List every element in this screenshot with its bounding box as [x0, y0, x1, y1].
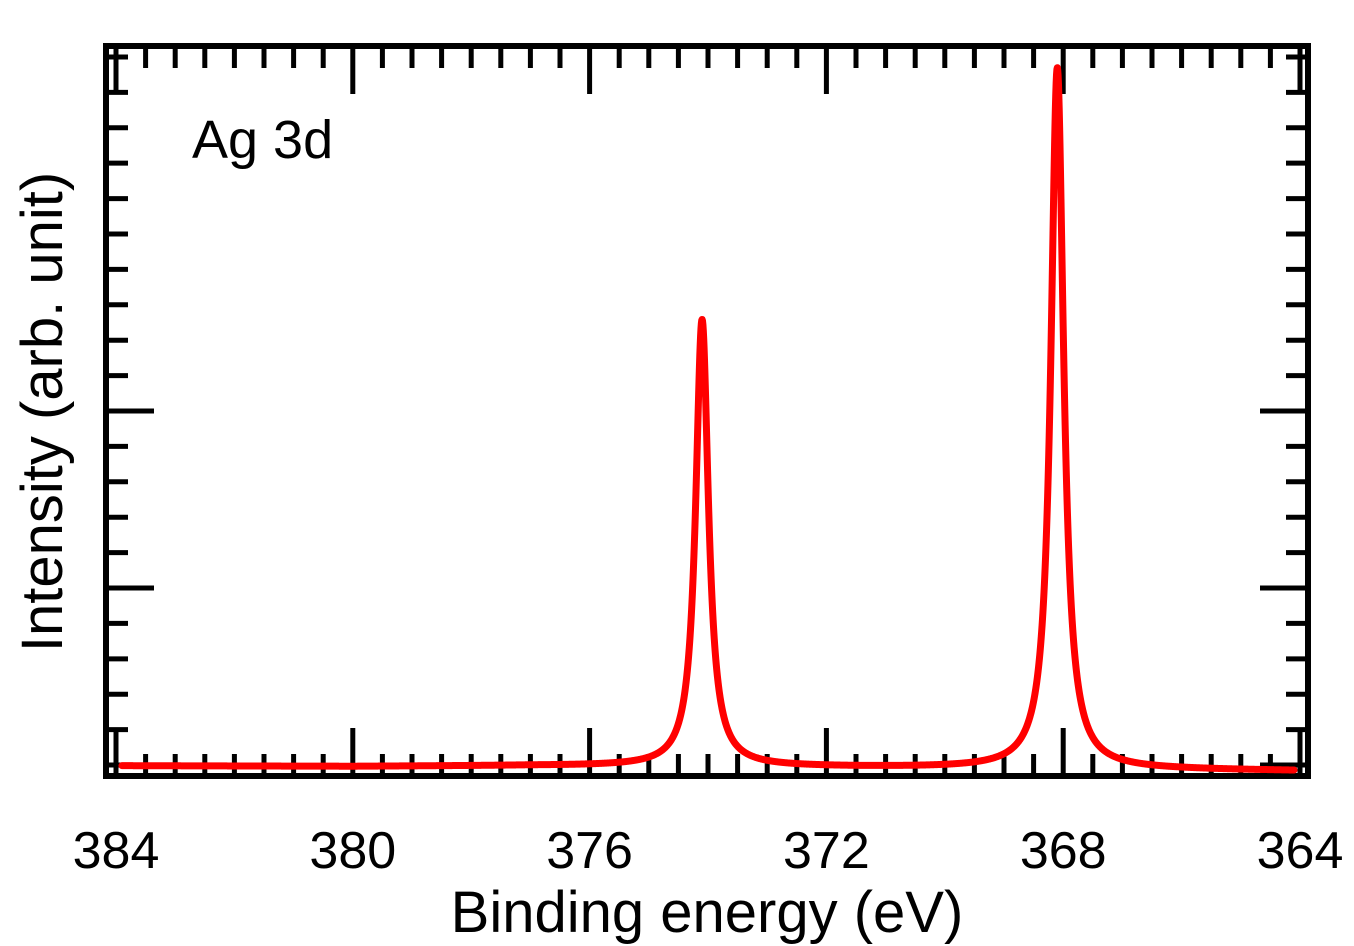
y-axis-title: Intensity (arb. unit)	[10, 172, 75, 652]
x-tick-label: 368	[1020, 822, 1107, 880]
spectrum-line	[118, 64, 1298, 774]
x-tick-label: 380	[309, 822, 396, 880]
x-tick-label: 376	[546, 822, 633, 880]
x-tick-label: 372	[783, 822, 870, 880]
x-tick-label: 384	[73, 822, 160, 880]
x-axis-title: Binding energy (eV)	[451, 880, 964, 945]
axis-ticks	[106, 46, 1308, 776]
x-tick-labels: 384 380 376 372 368 364	[73, 822, 1344, 880]
annotation-label: Ag 3d	[192, 110, 333, 170]
x-tick-label: 364	[1257, 822, 1344, 880]
